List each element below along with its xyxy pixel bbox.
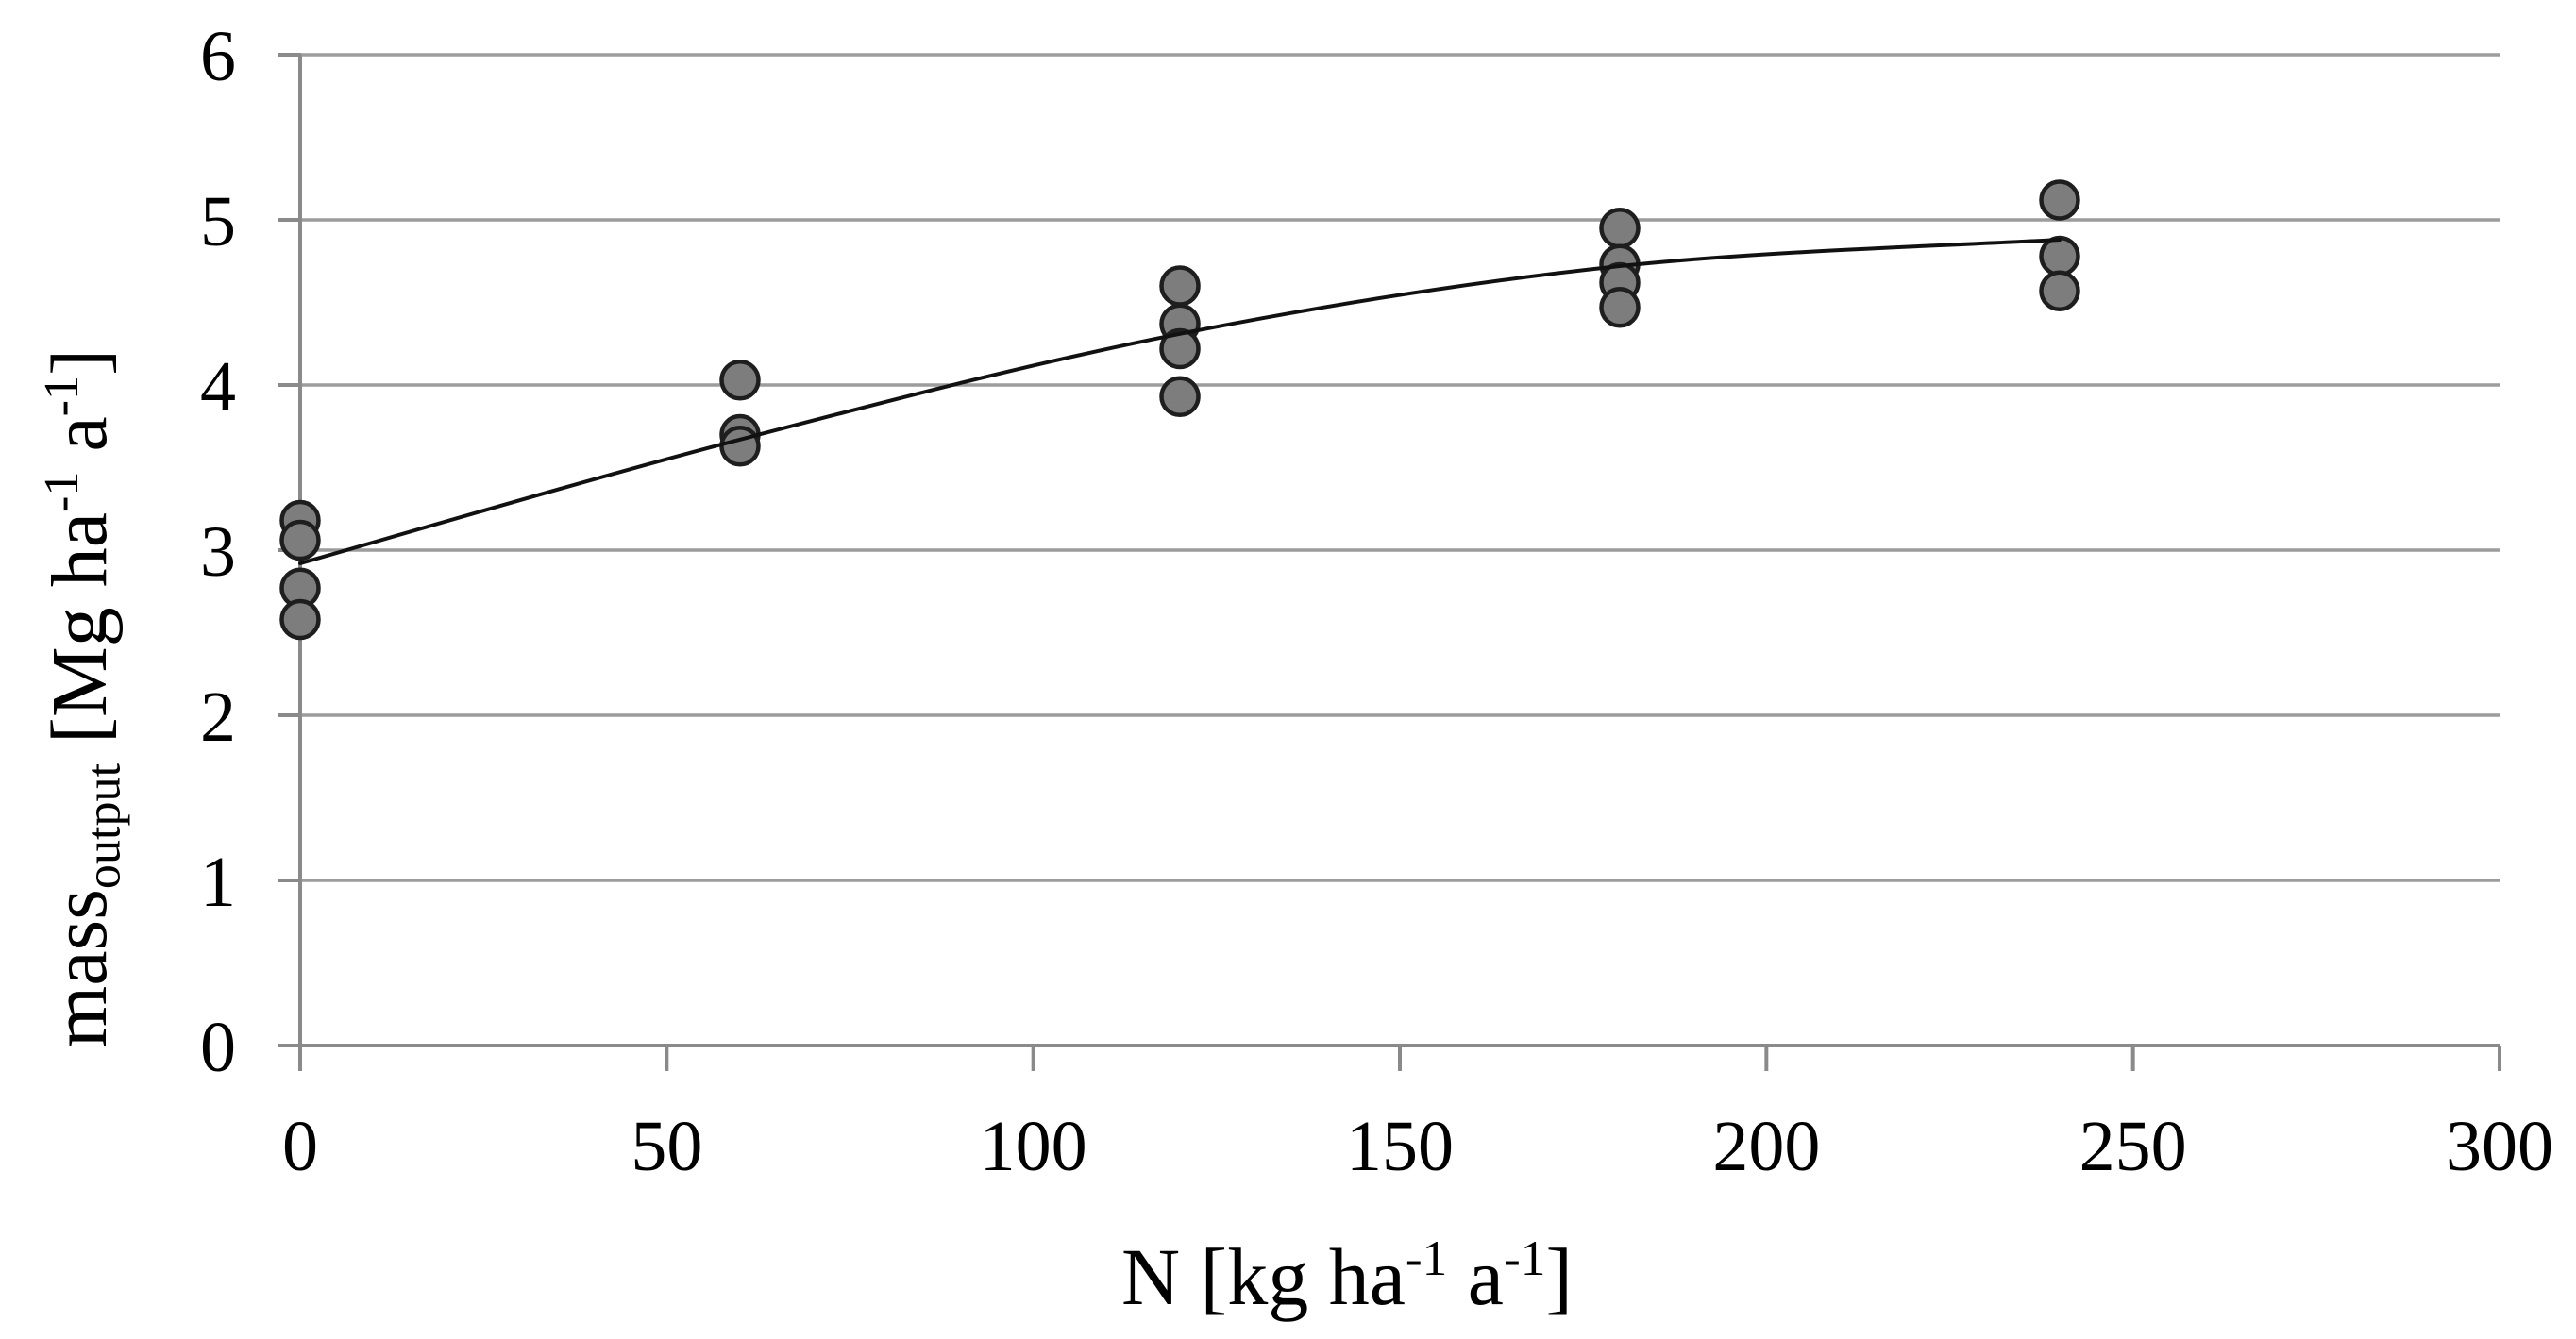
x-tick-label: 300 <box>2446 1107 2553 1186</box>
x-tick-label: 100 <box>980 1107 1087 1186</box>
axis-title-part: -1 <box>1504 1230 1545 1286</box>
data-point <box>1159 265 1201 307</box>
axis-title-part: -1 <box>35 472 89 512</box>
y-tick-label: 0 <box>200 1008 236 1087</box>
axis-title-part: ] <box>36 349 124 376</box>
axis-ticks <box>278 53 2501 1071</box>
axis-title-part: [Mg ha <box>36 512 124 763</box>
data-point <box>1599 287 1641 328</box>
y-tick-labels: 0 1 2 3 4 5 6 <box>200 17 236 1087</box>
axis-title-part: -1 <box>1406 1230 1447 1286</box>
axes <box>278 55 2500 1071</box>
data-point <box>2039 235 2080 277</box>
data-point <box>279 598 321 641</box>
x-axis-title: N [kg ha-1 a-1] <box>1121 1230 1573 1322</box>
x-tick-labels: 0 50 100 150 200 250 300 <box>282 1107 2553 1186</box>
data-point <box>2039 270 2080 311</box>
x-tick-label: 50 <box>631 1107 702 1186</box>
y-tick-label: 1 <box>200 843 236 922</box>
x-tick-label: 0 <box>282 1107 318 1186</box>
y-tick-label: 3 <box>200 512 236 592</box>
x-tick-label: 250 <box>2079 1107 2187 1186</box>
axis-title-part: mass <box>36 889 124 1047</box>
data-point <box>2039 179 2080 221</box>
axis-title-part: a <box>36 416 124 471</box>
scatter-points <box>279 179 2080 641</box>
y-tick-label: 4 <box>200 347 236 427</box>
gridlines <box>300 53 2500 882</box>
data-point <box>1159 376 1201 417</box>
axis-title-part: N [kg ha <box>1121 1231 1406 1322</box>
data-point <box>1159 327 1201 370</box>
data-point <box>719 426 761 467</box>
x-tick-label: 200 <box>1712 1107 1820 1186</box>
axis-title-part: -1 <box>35 376 89 416</box>
y-tick-label: 2 <box>200 678 236 757</box>
data-point <box>279 519 321 561</box>
y-tick-label: 5 <box>200 182 236 261</box>
axis-title-part: output <box>76 762 130 889</box>
fitted-curve <box>298 238 2062 565</box>
axis-title-part: ] <box>1545 1231 1573 1322</box>
y-tick-label: 6 <box>200 17 236 96</box>
x-tick-label: 150 <box>1346 1107 1454 1186</box>
data-point <box>1599 208 1641 249</box>
data-point <box>719 360 761 401</box>
y-axis-title: massoutput [Mg ha-1 a-1] <box>35 349 131 1047</box>
axis-title-part: a <box>1447 1231 1504 1322</box>
